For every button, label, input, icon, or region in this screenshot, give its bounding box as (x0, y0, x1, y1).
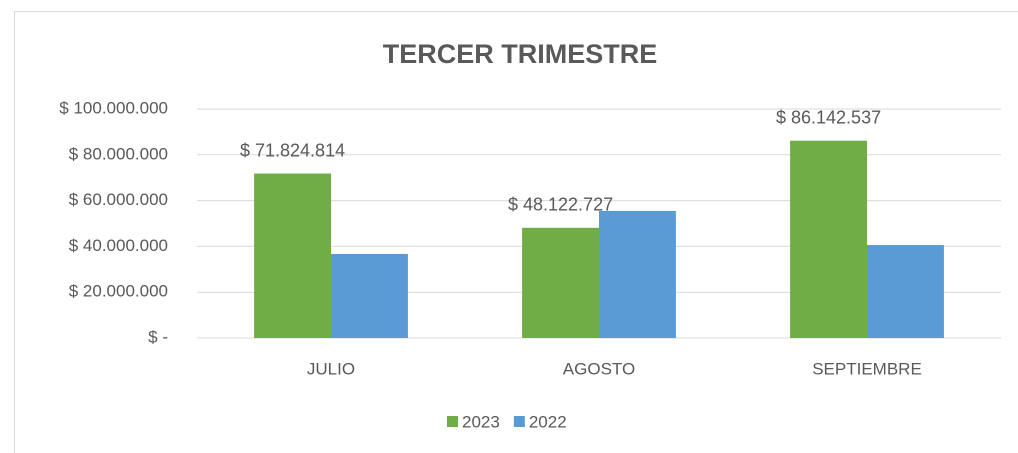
bar (867, 245, 944, 338)
chart-border (14, 11, 1018, 453)
legend-label: 2023 (462, 412, 500, 431)
bar (790, 140, 867, 338)
legend-swatch (447, 416, 458, 427)
bar (522, 227, 599, 338)
y-tick-label: $ 100.000.000 (59, 98, 168, 117)
bar (254, 173, 331, 338)
legend-swatch (513, 416, 525, 427)
x-tick-label: SEPTIEMBRE (812, 359, 922, 378)
data-label: $ 71.824.814 (240, 140, 345, 160)
chart-title: TERCER TRIMESTRE (383, 39, 658, 69)
y-tick-label: $ 60.000.000 (69, 190, 168, 209)
bar (599, 210, 676, 338)
data-label: $ 48.122.727 (508, 195, 613, 215)
y-tick-label: $ 40.000.000 (69, 236, 168, 255)
legend-label: 2022 (529, 412, 567, 431)
x-tick-label: AGOSTO (563, 359, 635, 378)
y-tick-label: $ 80.000.000 (69, 144, 168, 163)
bar (331, 253, 408, 338)
y-tick-label: $ - (148, 327, 168, 346)
data-label: $ 86.142.537 (776, 107, 881, 127)
y-tick-label: $ 20.000.000 (69, 282, 168, 301)
x-tick-label: JULIO (307, 359, 355, 378)
